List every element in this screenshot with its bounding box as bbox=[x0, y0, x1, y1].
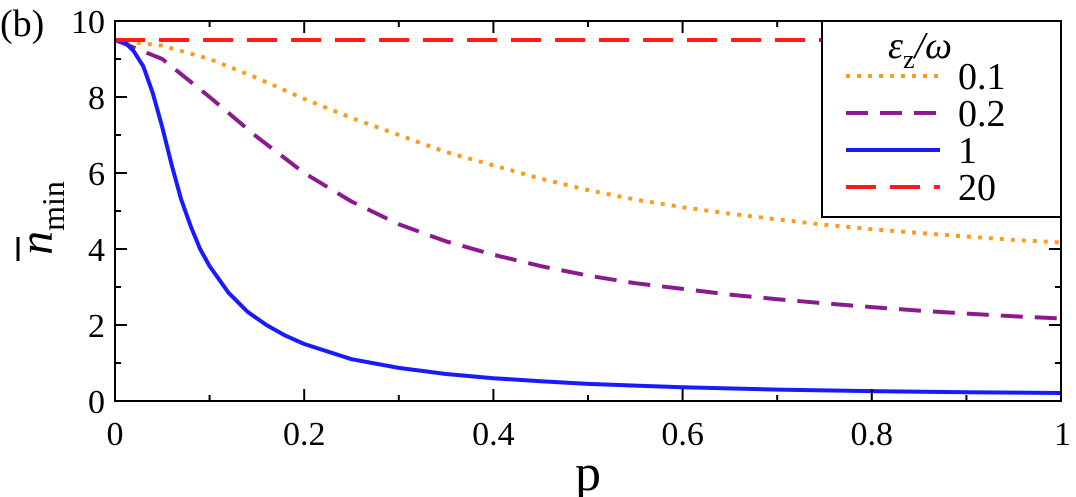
legend-title: εz/ω bbox=[888, 25, 952, 74]
legend-label-0.2: 0.2 bbox=[958, 93, 1006, 135]
legend-label-1: 1 bbox=[958, 130, 977, 172]
panel-label: (b) bbox=[0, 3, 44, 45]
series-line-1 bbox=[114, 38, 1062, 395]
x-tick-label: 0.2 bbox=[283, 416, 326, 453]
x-tick-label: 1 bbox=[1054, 416, 1071, 453]
legend-box bbox=[821, 20, 1062, 218]
series-line-0.2 bbox=[114, 38, 1062, 321]
y-tick-label: 6 bbox=[88, 156, 105, 193]
x-axis-label: p bbox=[575, 445, 601, 497]
legend-title-subscript: z bbox=[903, 45, 915, 74]
y-tick-label: 8 bbox=[88, 80, 105, 117]
series-layer bbox=[114, 38, 1062, 395]
series-line-0.1 bbox=[114, 38, 1062, 245]
legend-title-rest: /ω bbox=[913, 25, 952, 67]
y-tick-label: 4 bbox=[88, 232, 105, 269]
y-tick-label: 2 bbox=[88, 308, 105, 345]
y-tick-label: 0 bbox=[88, 384, 105, 421]
x-tick-label: 0.8 bbox=[851, 416, 894, 453]
legend-label-0.1: 0.1 bbox=[958, 56, 1006, 98]
y-axis-label-subscript: min bbox=[35, 181, 71, 231]
y-axis-label: nmin bbox=[10, 181, 71, 261]
x-tick-label: 0.4 bbox=[472, 416, 515, 453]
x-tick-label: 0 bbox=[107, 416, 124, 453]
x-tick-label: 0.6 bbox=[661, 416, 704, 453]
legend-title-base: ε bbox=[888, 25, 903, 67]
legend-label-20: 20 bbox=[958, 167, 996, 209]
y-tick-label: 10 bbox=[71, 4, 105, 41]
svg-text:nmin: nmin bbox=[10, 181, 71, 255]
